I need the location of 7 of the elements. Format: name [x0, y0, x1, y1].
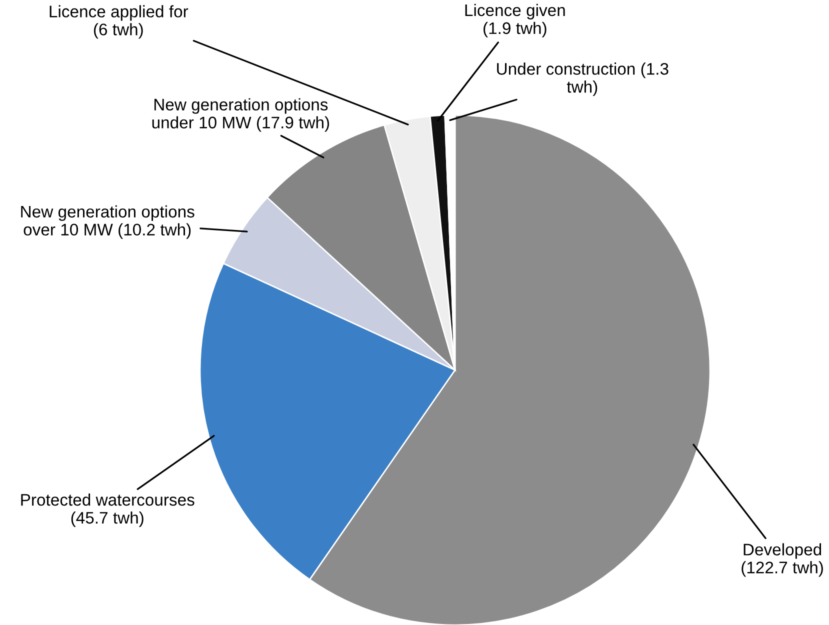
- slice-label: Licence applied for (6 twh): [50, 5, 188, 39]
- slice-label: New generation options over 10 MW (10.2 twh): [21, 205, 194, 239]
- slice-label: Protected watercourses (45.7 twh): [21, 494, 194, 527]
- slice-label: Developed (122.7 twh): [742, 543, 823, 577]
- slice-label: Under construction (1.3 twh): [497, 62, 668, 96]
- slice-label: Licence given (1.9 twh): [465, 4, 565, 38]
- slice-label: New generation options under 10 MW (17.9 twh): [152, 98, 330, 132]
